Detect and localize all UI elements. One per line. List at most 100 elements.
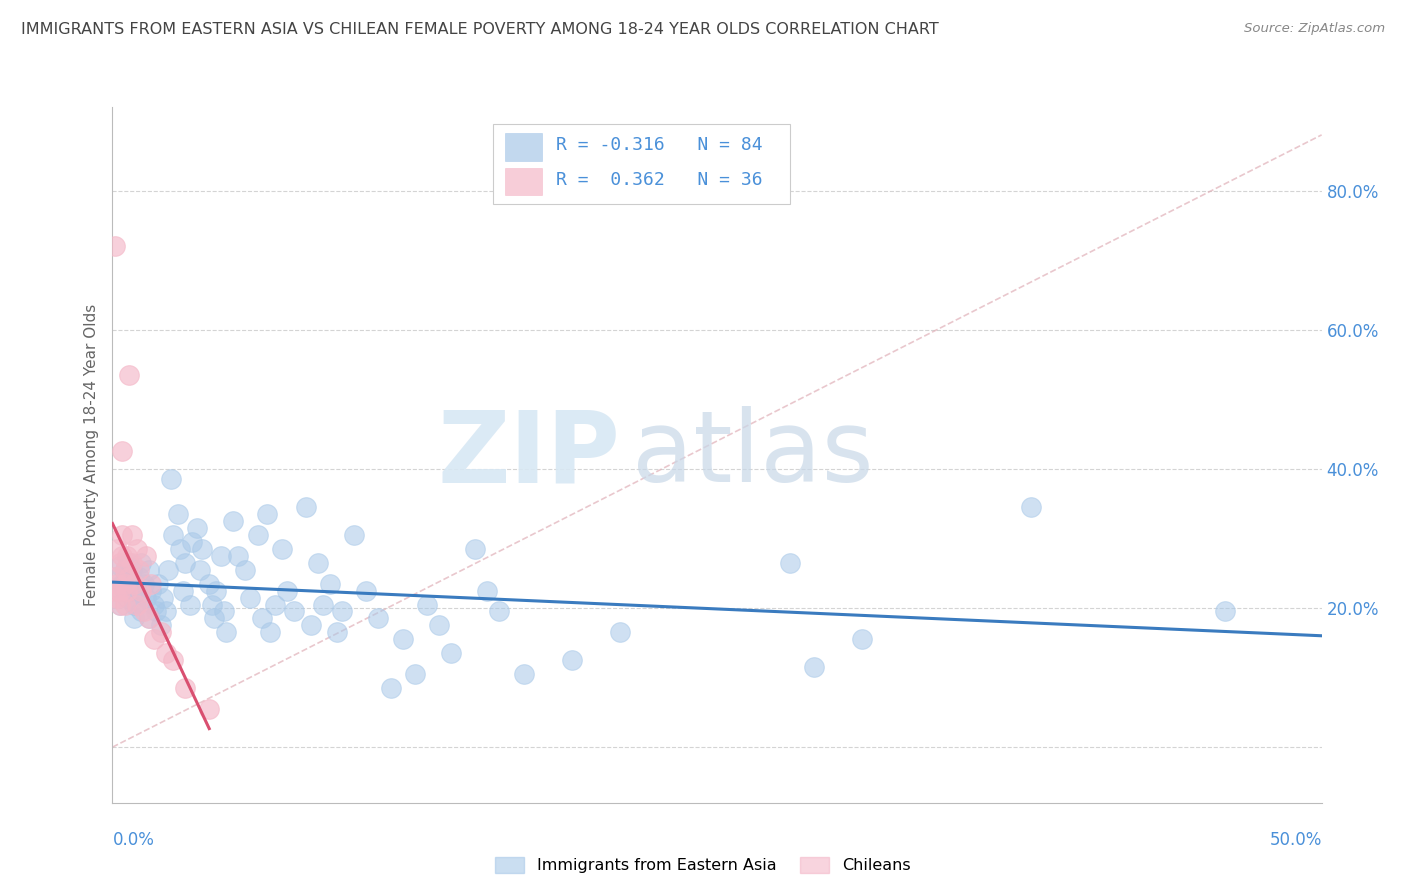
Point [114, 576, 136, 591]
Point [235, 563, 257, 577]
Point [118, 368, 141, 382]
Point [111, 528, 134, 542]
Point [118, 556, 141, 570]
Point [803, 660, 825, 674]
Point [166, 507, 188, 521]
Point [779, 556, 801, 570]
Point [157, 563, 180, 577]
Point [108, 559, 131, 574]
Point [111, 549, 134, 563]
Point [174, 681, 197, 695]
Point [108, 583, 131, 598]
Point [356, 583, 378, 598]
Point [299, 618, 322, 632]
Point [263, 598, 285, 612]
Point [270, 541, 292, 556]
FancyBboxPatch shape [494, 124, 790, 204]
Point [114, 583, 136, 598]
Y-axis label: Female Poverty Among 18-24 Year Olds: Female Poverty Among 18-24 Year Olds [83, 304, 98, 606]
Text: ZIP: ZIP [437, 407, 620, 503]
Point [115, 549, 138, 563]
Point [131, 605, 153, 619]
Point [128, 563, 150, 577]
Point [155, 605, 177, 619]
Point [464, 541, 486, 556]
Point [108, 598, 131, 612]
Point [188, 563, 211, 577]
Point [115, 583, 138, 598]
Point [198, 576, 221, 591]
Point [404, 667, 426, 681]
Point [201, 598, 224, 612]
Text: R =  0.362   N = 36: R = 0.362 N = 36 [557, 171, 763, 189]
Text: 0.0%: 0.0% [112, 830, 155, 848]
Point [169, 541, 191, 556]
Point [114, 563, 136, 577]
Point [416, 598, 439, 612]
Point [174, 556, 197, 570]
Text: atlas: atlas [633, 407, 875, 503]
Point [138, 611, 160, 625]
Point [111, 444, 134, 458]
Point [312, 598, 335, 612]
Point [108, 598, 131, 612]
Text: Source: ZipAtlas.com: Source: ZipAtlas.com [1244, 22, 1385, 36]
Point [141, 576, 163, 591]
Point [609, 625, 631, 640]
Point [105, 576, 128, 591]
Point [212, 605, 235, 619]
Point [125, 583, 148, 598]
Point [198, 702, 221, 716]
Point [191, 541, 214, 556]
Point [222, 514, 245, 528]
Point [477, 583, 499, 598]
Point [108, 556, 131, 570]
Point [105, 591, 128, 605]
Point [1213, 605, 1236, 619]
Point [141, 583, 163, 598]
Point [330, 605, 353, 619]
Point [215, 625, 238, 640]
Point [145, 605, 167, 619]
Point [128, 570, 150, 584]
Point [104, 570, 127, 584]
Point [142, 598, 165, 612]
Point [172, 583, 194, 598]
FancyBboxPatch shape [506, 133, 541, 161]
Point [162, 653, 184, 667]
Point [319, 576, 342, 591]
Point [135, 549, 157, 563]
Point [295, 500, 318, 514]
Point [142, 632, 165, 647]
Point [149, 618, 172, 632]
Point [152, 591, 174, 605]
Point [512, 667, 534, 681]
Point [121, 583, 143, 598]
Point [148, 576, 170, 591]
Point [111, 576, 134, 591]
Point [367, 611, 389, 625]
Point [105, 541, 128, 556]
Point [121, 563, 143, 577]
Point [162, 528, 184, 542]
Point [276, 583, 298, 598]
Point [209, 549, 232, 563]
Point [179, 598, 201, 612]
Point [155, 646, 177, 660]
Point [186, 521, 208, 535]
Point [1021, 500, 1043, 514]
Point [104, 583, 127, 598]
Point [181, 534, 204, 549]
Legend: Immigrants from Eastern Asia, Chileans: Immigrants from Eastern Asia, Chileans [489, 850, 917, 880]
Point [138, 563, 160, 577]
Point [131, 556, 153, 570]
Point [135, 591, 157, 605]
Point [104, 570, 127, 584]
Point [283, 605, 305, 619]
Point [561, 653, 583, 667]
Point [121, 556, 143, 570]
Point [115, 570, 138, 584]
Point [252, 611, 274, 625]
Point [159, 472, 181, 486]
Point [440, 646, 463, 660]
